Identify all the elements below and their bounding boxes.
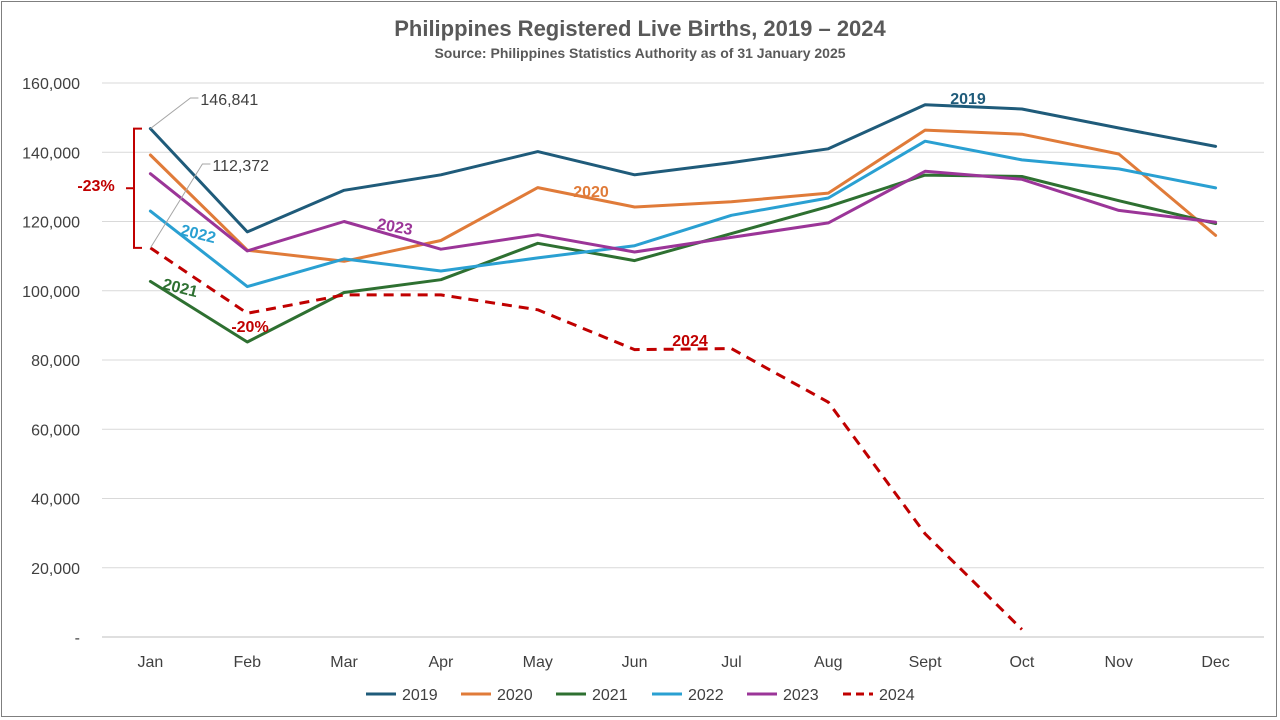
y-tick-label: 140,000 bbox=[22, 145, 80, 162]
x-tick-label: Mar bbox=[330, 654, 358, 671]
y-tick-label: 60,000 bbox=[31, 422, 80, 439]
legend-label-2022: 2022 bbox=[688, 687, 724, 704]
annotation-label: 146,841 bbox=[200, 92, 258, 109]
x-tick-label: Jan bbox=[138, 654, 164, 671]
annotation-label: 2024 bbox=[672, 333, 708, 350]
series-line-2023 bbox=[148, 169, 1218, 254]
annotation-label: 2023 bbox=[376, 216, 414, 239]
series-layer bbox=[148, 103, 1218, 631]
y-tick-label: 40,000 bbox=[31, 492, 80, 509]
callout-leader-2019 bbox=[150, 97, 199, 129]
legend-label-2019: 2019 bbox=[402, 687, 438, 704]
series-line-2021 bbox=[148, 173, 1218, 344]
y-tick-label: 100,000 bbox=[22, 284, 80, 301]
annotation-label: -20% bbox=[231, 319, 268, 336]
series-line-2022 bbox=[148, 139, 1218, 289]
legend-label-2020: 2020 bbox=[497, 687, 533, 704]
grid-layer: -20,00040,00060,00080,000100,000120,0001… bbox=[22, 76, 1264, 671]
series-line-2020 bbox=[148, 128, 1218, 263]
x-tick-label: Feb bbox=[233, 654, 261, 671]
y-tick-label: - bbox=[75, 630, 80, 647]
x-tick-label: Jun bbox=[622, 654, 648, 671]
x-tick-label: Jul bbox=[721, 654, 741, 671]
x-tick-label: Aug bbox=[814, 654, 842, 671]
series-line-2024 bbox=[149, 246, 1023, 631]
legend: 2019 2020 2021 2022 2023 2024 bbox=[366, 687, 915, 704]
annotation-label: 112,372 bbox=[212, 158, 269, 175]
annotation-label: 2021 bbox=[161, 276, 200, 301]
y-tick-label: 120,000 bbox=[22, 215, 80, 232]
annotation-layer: 146,841 112,372 -23% -20% 2019 2020 2021 2022 20… bbox=[77, 91, 986, 350]
x-tick-label: Nov bbox=[1105, 654, 1133, 671]
x-tick-label: May bbox=[523, 654, 553, 671]
x-tick-label: Oct bbox=[1009, 654, 1034, 671]
decline-bracket bbox=[133, 127, 142, 249]
legend-label-2021: 2021 bbox=[592, 687, 628, 704]
y-tick-label: 80,000 bbox=[31, 353, 80, 370]
callout-leader-2024 bbox=[149, 163, 211, 249]
annotation-label: 2020 bbox=[573, 184, 609, 201]
series-line-2019 bbox=[148, 103, 1218, 234]
y-tick-label: 20,000 bbox=[31, 561, 80, 578]
chart-subtitle: Source: Philippines Statistics Authority… bbox=[434, 45, 845, 61]
annotation-label: 2022 bbox=[179, 222, 218, 247]
x-tick-label: Sept bbox=[909, 654, 942, 671]
y-tick-label: 160,000 bbox=[22, 76, 80, 93]
annotation-label: 2019 bbox=[950, 91, 986, 108]
x-tick-label: Dec bbox=[1201, 654, 1229, 671]
legend-label-2024: 2024 bbox=[879, 687, 915, 704]
legend-label-2023: 2023 bbox=[783, 687, 819, 704]
x-tick-label: Apr bbox=[428, 654, 454, 671]
chart-title: Philippines Registered Live Births, 2019… bbox=[394, 16, 886, 41]
annotation-label: -23% bbox=[77, 178, 114, 195]
